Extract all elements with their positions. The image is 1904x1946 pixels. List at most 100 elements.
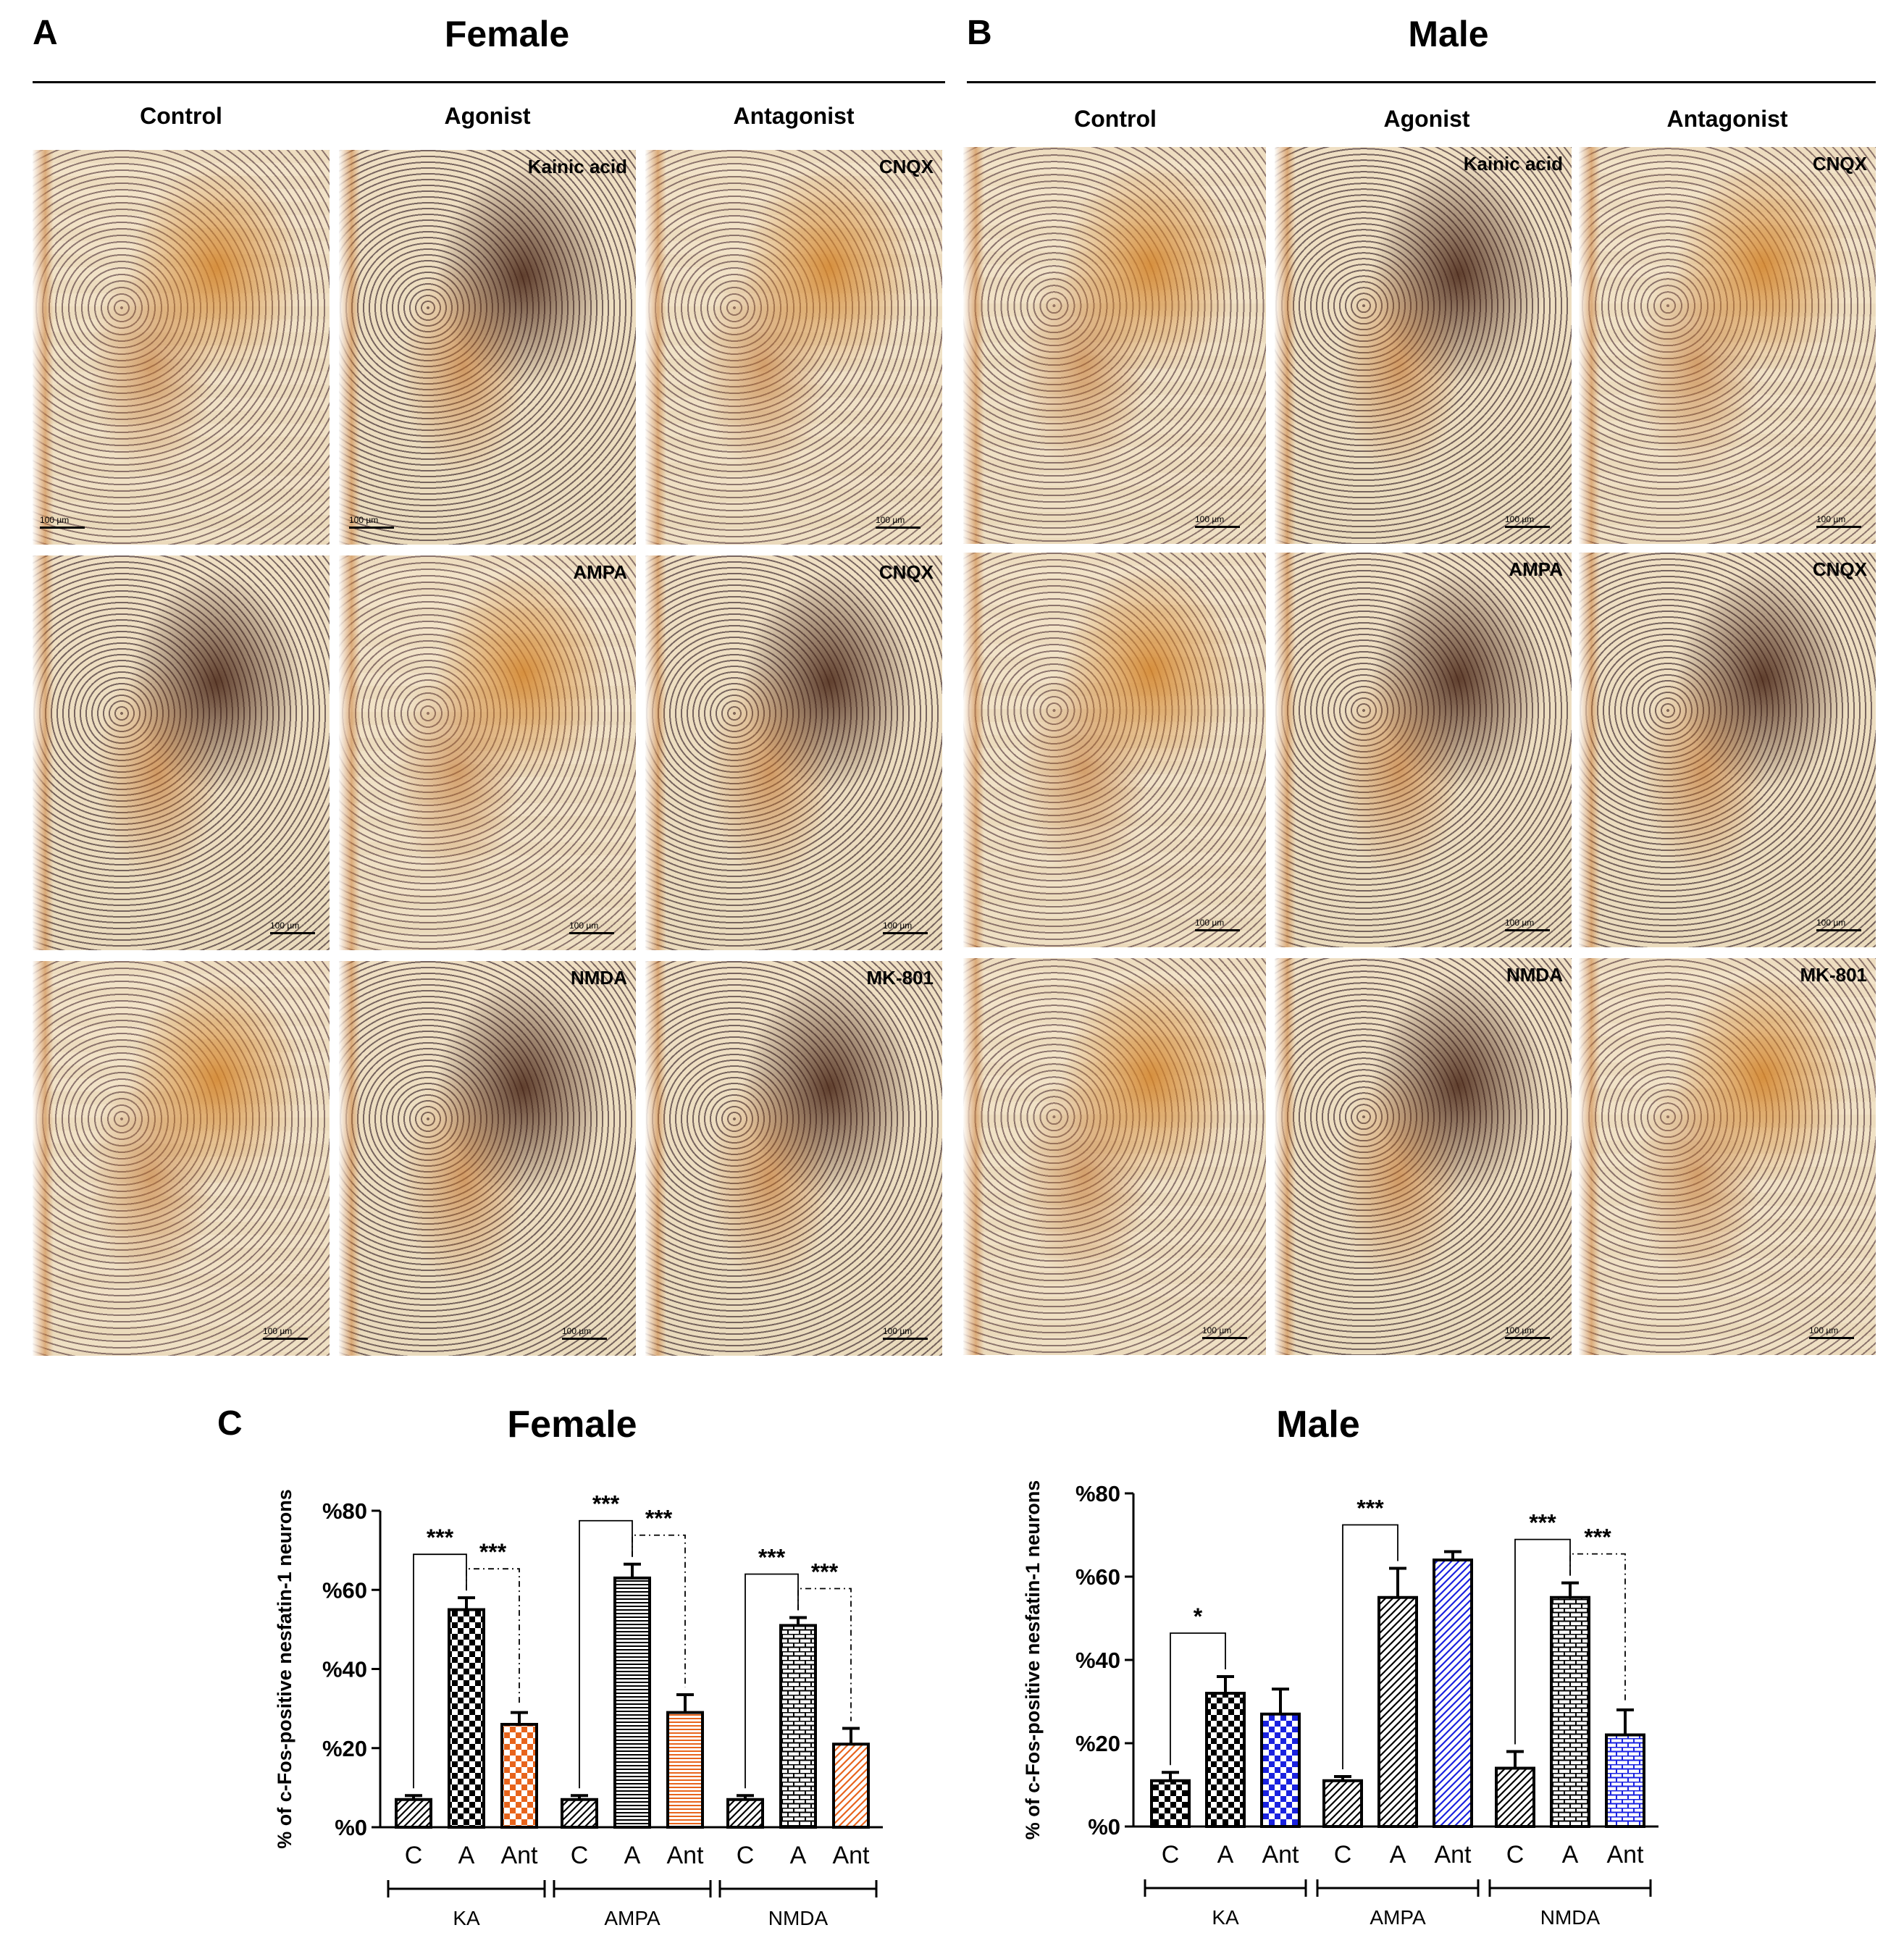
x-tick-label: Ant xyxy=(500,1842,538,1869)
significance-label: *** xyxy=(645,1506,673,1532)
bar xyxy=(613,1576,651,1829)
micrograph-label: NMDA xyxy=(1506,964,1563,986)
panel-c-letter: C xyxy=(217,1404,243,1443)
x-tick-label: Ant xyxy=(1262,1841,1299,1869)
scale-bar xyxy=(883,1338,928,1340)
micrograph-label: MK-801 xyxy=(866,967,934,989)
scale-label: 100 µm xyxy=(569,920,599,931)
chart-title: Female xyxy=(507,1404,637,1446)
bar xyxy=(1322,1779,1363,1828)
bar xyxy=(1150,1779,1191,1828)
y-tick-label: %0 xyxy=(335,1815,367,1840)
scale-bar xyxy=(569,932,614,934)
significance-label: *** xyxy=(811,1559,839,1585)
significance-bracket xyxy=(1170,1632,1226,1766)
micrograph-female-agonist-nmda: NMDA 100 µm xyxy=(339,961,636,1356)
scale-bar xyxy=(1195,526,1240,528)
bar xyxy=(500,1722,538,1829)
x-tick-label: A xyxy=(1562,1841,1579,1869)
scale-label: 100 µm xyxy=(1195,514,1225,524)
bar xyxy=(448,1608,485,1829)
bar xyxy=(1550,1595,1590,1828)
y-axis-label: % of c-Fos-positive nesfatin-1 neurons xyxy=(1022,1480,1044,1840)
scale-label: 100 µm xyxy=(1816,918,1846,928)
scale-bar xyxy=(1816,526,1861,528)
scale-bar xyxy=(876,527,920,529)
micrograph-male-agonist-ka: Kainic acid 100 µm xyxy=(1275,147,1572,544)
y-tick-label: %40 xyxy=(1075,1648,1120,1673)
scale-label: 100 µm xyxy=(1505,514,1535,524)
micrograph-male-antagonist-ampa: CNQX 100 µm xyxy=(1579,553,1876,947)
micrograph-male-agonist-ampa: AMPA 100 µm xyxy=(1275,553,1572,947)
scale-label: 100 µm xyxy=(1505,918,1535,928)
y-tick-label: %0 xyxy=(1088,1814,1120,1840)
x-tick-label: C xyxy=(1162,1841,1180,1869)
scale-bar xyxy=(883,932,928,934)
x-tick-label: A xyxy=(790,1842,807,1869)
y-tick-label: %60 xyxy=(322,1577,367,1603)
y-tick-label: %20 xyxy=(1075,1731,1120,1756)
panel-a-letter: A xyxy=(33,14,58,52)
bar xyxy=(1260,1712,1301,1828)
micrograph-label: Kainic acid xyxy=(527,156,627,177)
group-label: NMDA xyxy=(1540,1906,1601,1929)
micrograph-female-agonist-ampa: AMPA 100 µm xyxy=(339,555,636,950)
scale-label: 100 µm xyxy=(1202,1325,1232,1335)
x-tick-label: A xyxy=(624,1842,641,1869)
micrograph-male-antagonist-ka: CNQX 100 µm xyxy=(1579,147,1876,544)
panel-b-rule xyxy=(967,81,1876,83)
scale-bar xyxy=(562,1338,607,1340)
bar xyxy=(561,1798,598,1829)
significance-label: * xyxy=(1194,1603,1203,1630)
micrograph-female-antagonist-ampa: CNQX 100 µm xyxy=(645,555,942,950)
significance-bracket xyxy=(1569,1553,1626,1703)
scale-bar xyxy=(1195,929,1240,931)
panel-a-col-antagonist: Antagonist xyxy=(733,103,855,129)
micrograph-female-agonist-ka: Kainic acid 100 µm xyxy=(339,150,636,545)
panel-b-col-agonist: Agonist xyxy=(1383,106,1470,132)
bar xyxy=(832,1742,870,1829)
x-tick-label: A xyxy=(1217,1841,1234,1869)
group-label: KA xyxy=(1212,1906,1239,1929)
micrograph-label: AMPA xyxy=(573,561,627,583)
x-tick-label: C xyxy=(737,1842,755,1869)
scale-label: 100 µm xyxy=(562,1326,592,1336)
group-label: NMDA xyxy=(768,1907,829,1929)
significance-label: *** xyxy=(1356,1496,1384,1522)
significance-label: *** xyxy=(479,1539,507,1565)
bar xyxy=(1433,1559,1473,1828)
micrograph-male-antagonist-nmda: MK-801 100 µm xyxy=(1579,958,1876,1355)
scale-label: 100 µm xyxy=(349,515,379,525)
panel-a-col-control: Control xyxy=(140,103,222,129)
scale-bar xyxy=(40,527,85,529)
x-tick-label: Ant xyxy=(1434,1841,1472,1869)
x-tick-label: Ant xyxy=(832,1842,870,1869)
significance-label: *** xyxy=(1584,1524,1611,1551)
scale-bar xyxy=(270,932,315,934)
micrograph-label: Kainic acid xyxy=(1463,153,1563,175)
micrograph-female-control-ka: 100 µm xyxy=(33,150,330,545)
bar xyxy=(1377,1595,1418,1828)
scale-bar xyxy=(1202,1337,1247,1339)
chart-title: Male xyxy=(1276,1404,1360,1446)
scale-label: 100 µm xyxy=(1809,1325,1839,1335)
chart-female: Female % of c-Fos-positive nesfatin-1 neu… xyxy=(274,1404,883,1929)
scale-label: 100 µm xyxy=(270,920,300,931)
bar xyxy=(395,1798,432,1829)
scale-label: 100 µm xyxy=(883,920,913,931)
bar xyxy=(1495,1766,1535,1828)
bar xyxy=(1205,1692,1246,1828)
micrograph-label: AMPA xyxy=(1509,558,1563,580)
x-tick-label: A xyxy=(458,1842,475,1869)
micrograph-female-control-nmda: 100 µm xyxy=(33,961,330,1356)
group-label: AMPA xyxy=(604,1907,660,1929)
micrograph-male-control-nmda: 100 µm xyxy=(963,958,1266,1355)
panel-a-title: Female xyxy=(444,14,570,54)
group-label: KA xyxy=(453,1907,480,1929)
x-tick-label: C xyxy=(1506,1841,1525,1869)
micrograph-label: CNQX xyxy=(878,561,934,583)
micrograph-label: CNQX xyxy=(878,156,934,177)
scale-bar xyxy=(1505,929,1550,931)
panel-b-title: Male xyxy=(1408,14,1489,54)
significance-bracket xyxy=(632,1534,686,1688)
